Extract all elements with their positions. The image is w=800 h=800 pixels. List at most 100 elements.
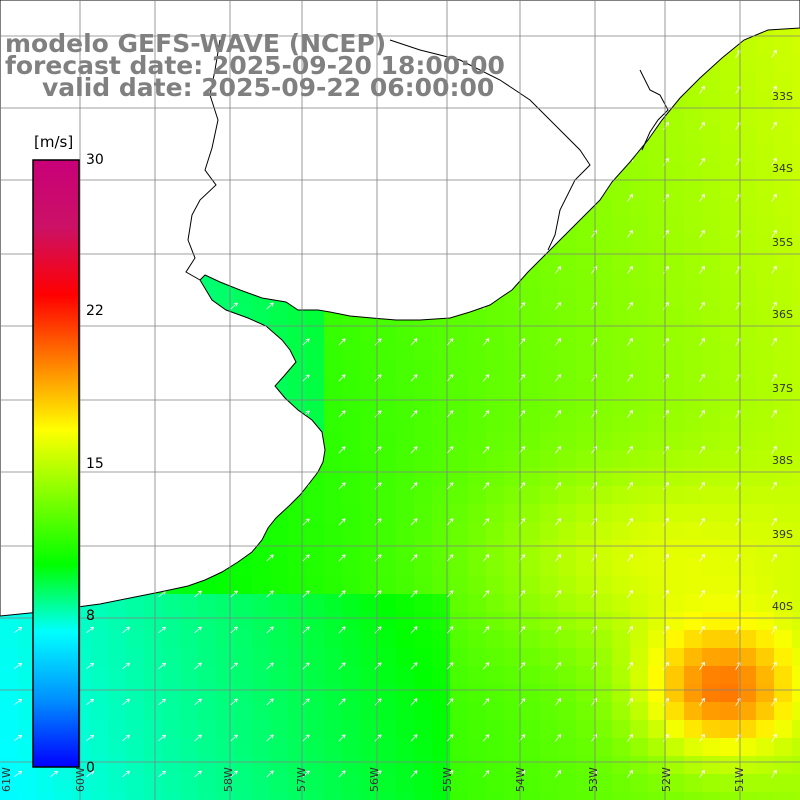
field-cell bbox=[630, 702, 648, 720]
field-cell bbox=[738, 774, 756, 792]
wind-arrow bbox=[14, 663, 23, 669]
field-cell bbox=[396, 666, 414, 684]
field-cell bbox=[450, 540, 468, 558]
field-cell bbox=[774, 144, 792, 162]
field-cell bbox=[576, 288, 594, 306]
field-cell bbox=[432, 432, 450, 450]
field-cell bbox=[522, 702, 540, 720]
field-cell bbox=[576, 252, 594, 270]
field-cell bbox=[342, 702, 360, 720]
field-cell bbox=[630, 270, 648, 288]
field-cell bbox=[522, 576, 540, 594]
field-cell bbox=[468, 774, 486, 792]
wind-arrow bbox=[122, 734, 130, 742]
field-cell bbox=[432, 486, 450, 504]
field-cell bbox=[468, 648, 486, 666]
field-cell bbox=[558, 666, 576, 684]
field-cell bbox=[198, 702, 216, 720]
field-cell bbox=[396, 630, 414, 648]
field-cell bbox=[612, 792, 630, 800]
field-cell bbox=[702, 486, 720, 504]
field-cell bbox=[720, 720, 738, 738]
wind-arrow bbox=[338, 554, 346, 562]
field-cell bbox=[666, 720, 684, 738]
wind-arrow bbox=[554, 698, 562, 706]
field-cell bbox=[558, 288, 576, 306]
field-cell bbox=[792, 702, 800, 720]
field-cell bbox=[684, 234, 702, 252]
field-cell bbox=[594, 198, 612, 216]
field-cell bbox=[306, 594, 324, 612]
field-cell bbox=[612, 576, 630, 594]
field-cell bbox=[594, 252, 612, 270]
field-cell bbox=[414, 342, 432, 360]
field-cell bbox=[450, 558, 468, 576]
wind-arrow bbox=[627, 625, 634, 634]
field-cell bbox=[594, 486, 612, 504]
field-cell bbox=[756, 324, 774, 342]
field-cell bbox=[0, 792, 18, 800]
field-cell bbox=[504, 432, 522, 450]
wind-arrow bbox=[554, 266, 562, 274]
field-cell bbox=[306, 540, 324, 558]
field-cell bbox=[504, 792, 522, 800]
field-cell bbox=[720, 576, 738, 594]
field-cell bbox=[252, 306, 270, 324]
field-cell bbox=[288, 324, 306, 342]
wind-arrow bbox=[482, 734, 490, 742]
field-cell bbox=[540, 792, 558, 800]
field-cell bbox=[270, 774, 288, 792]
field-cell bbox=[720, 414, 738, 432]
field-cell bbox=[558, 450, 576, 468]
field-cell bbox=[378, 504, 396, 522]
field-cell bbox=[288, 666, 306, 684]
field-cell bbox=[342, 360, 360, 378]
field-cell bbox=[774, 666, 792, 684]
field-cell bbox=[612, 666, 630, 684]
field-cell bbox=[558, 612, 576, 630]
field-cell bbox=[630, 774, 648, 792]
field-cell bbox=[756, 648, 774, 666]
field-cell bbox=[666, 306, 684, 324]
field-cell bbox=[774, 756, 792, 774]
field-cell bbox=[648, 450, 666, 468]
field-cell bbox=[774, 126, 792, 144]
field-cell bbox=[576, 720, 594, 738]
field-cell bbox=[378, 576, 396, 594]
field-cell bbox=[594, 396, 612, 414]
field-cell bbox=[630, 162, 648, 180]
field-cell bbox=[792, 54, 800, 72]
field-cell bbox=[720, 378, 738, 396]
field-cell bbox=[504, 720, 522, 738]
field-cell bbox=[288, 504, 306, 522]
field-cell bbox=[756, 486, 774, 504]
wind-arrow bbox=[374, 338, 382, 346]
field-cell bbox=[738, 378, 756, 396]
field-cell bbox=[504, 414, 522, 432]
field-cell bbox=[720, 180, 738, 198]
field-cell bbox=[630, 738, 648, 756]
field-cell bbox=[684, 540, 702, 558]
field-cell bbox=[738, 342, 756, 360]
wind-arrow bbox=[50, 770, 59, 777]
field-cell bbox=[720, 612, 738, 630]
field-cell bbox=[684, 594, 702, 612]
wind-arrow bbox=[482, 518, 490, 526]
field-cell bbox=[324, 486, 342, 504]
field-cell bbox=[504, 630, 522, 648]
field-cell bbox=[216, 648, 234, 666]
field-cell bbox=[414, 702, 432, 720]
field-cell bbox=[612, 558, 630, 576]
field-cell bbox=[558, 594, 576, 612]
wind-arrow bbox=[374, 626, 382, 634]
field-cell bbox=[792, 144, 800, 162]
field-cell bbox=[540, 540, 558, 558]
field-cell bbox=[774, 594, 792, 612]
field-cell bbox=[576, 504, 594, 522]
field-cell bbox=[540, 522, 558, 540]
field-cell bbox=[594, 558, 612, 576]
field-cell bbox=[684, 360, 702, 378]
field-cell bbox=[144, 756, 162, 774]
colorbar-tick-8: 8 bbox=[86, 608, 95, 624]
